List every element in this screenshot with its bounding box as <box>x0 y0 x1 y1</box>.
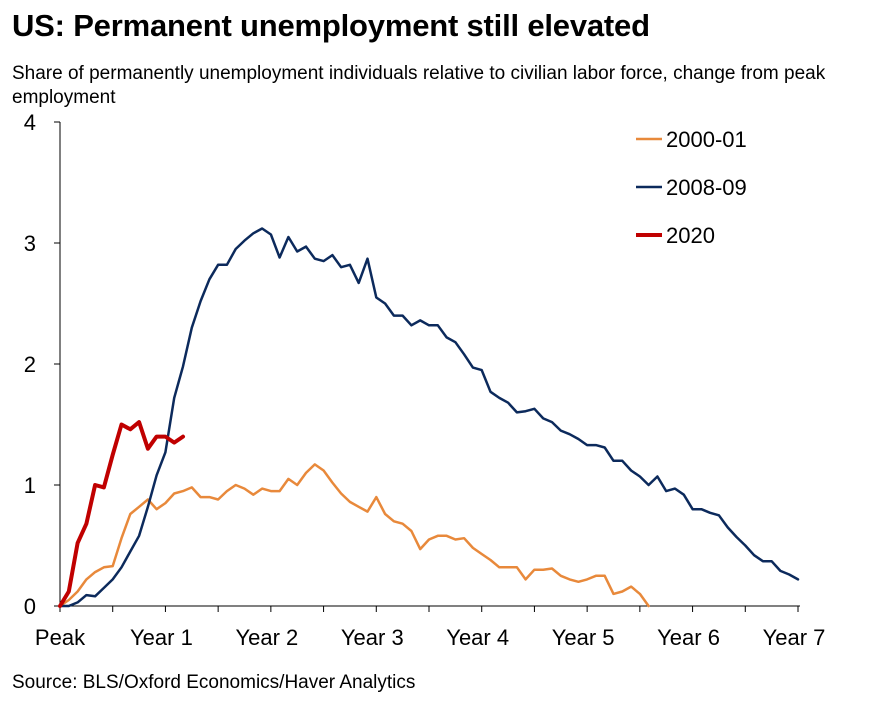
y-tick-label: 2 <box>24 352 36 377</box>
x-tick-label: Year 5 <box>552 625 615 650</box>
series-line-2008-09 <box>58 227 800 608</box>
x-tick-label: Year 7 <box>763 625 826 650</box>
source-note: Source: BLS/Oxford Economics/Haver Analy… <box>12 672 416 693</box>
chart-title: US: Permanent unemployment still elevate… <box>12 8 650 43</box>
chart-subtitle: Share of permanently unemployment indivi… <box>12 63 826 108</box>
legend-label: 2008-09 <box>666 175 747 200</box>
y-tick-label: 4 <box>24 110 36 135</box>
legend-item-2020: 2020 <box>636 223 715 248</box>
x-tick-label: Year 6 <box>657 625 720 650</box>
legend: 2000-01 2008-09 2020 <box>636 127 747 248</box>
y-tick-label: 1 <box>24 473 36 498</box>
legend-item-2000-01: 2000-01 <box>636 127 747 152</box>
x-tick-label: Year 1 <box>130 625 193 650</box>
x-tick-label: Year 2 <box>235 625 298 650</box>
series-line-2000-01 <box>58 463 650 608</box>
x-tick-label: Year 4 <box>446 625 509 650</box>
x-tick-label: Peak <box>35 625 86 650</box>
legend-label: 2020 <box>666 223 715 248</box>
series-layer <box>58 227 800 608</box>
y-tick-label: 3 <box>24 231 36 256</box>
series-line-2020 <box>58 420 185 608</box>
y-tick-label: 0 <box>24 594 36 619</box>
axes: 0 1 2 3 4 Peak Year 1 Year 2 Year 3 Year 4 Year 5 Y… <box>24 110 826 650</box>
legend-label: 2000-01 <box>666 127 747 152</box>
x-tick-label: Year 3 <box>341 625 404 650</box>
legend-item-2008-09: 2008-09 <box>636 175 747 200</box>
